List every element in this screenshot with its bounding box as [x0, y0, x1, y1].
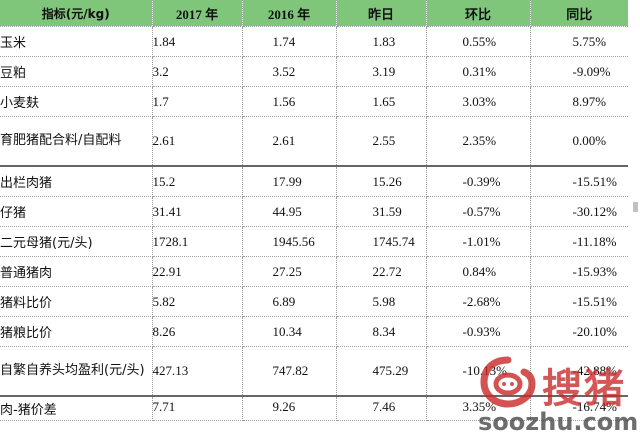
- value-2016: 10.34: [242, 316, 337, 347]
- value-2017: 3.2: [152, 56, 243, 87]
- scrollbar-marker: [633, 202, 638, 212]
- price-table: 指标(元/kg) 2017 年 2016 年 昨日 环比 同比 玉米 1.84 …: [0, 0, 628, 421]
- value-yoy: -11.18%: [530, 226, 628, 257]
- value-mom: 3.35%: [426, 396, 531, 421]
- value-2017: 1.7: [152, 86, 243, 117]
- value-2016: 27.25: [242, 256, 337, 287]
- value-yoy: -42.88%: [530, 346, 628, 397]
- value-2017: 1.84: [152, 26, 243, 57]
- indicator-name: 豆粕: [0, 56, 153, 87]
- indicator-name: 猪粮比价: [0, 316, 153, 347]
- value-mom: -0.39%: [426, 166, 531, 197]
- value-2016: 3.52: [242, 56, 337, 87]
- value-2016: 747.82: [242, 346, 337, 397]
- value-2017: 427.13: [152, 346, 243, 397]
- value-mom: -0.57%: [426, 196, 531, 227]
- indicator-name: 自繁自养头均盈利(元/头): [0, 346, 153, 397]
- value-2016: 1.56: [242, 86, 337, 117]
- value-yoy: -20.10%: [530, 316, 628, 347]
- value-mom: -1.01%: [426, 226, 531, 257]
- value-2017: 8.26: [152, 316, 243, 347]
- value-2016: 6.89: [242, 286, 337, 317]
- value-yesterday: 8.34: [336, 316, 427, 347]
- value-mom: -10.13%: [426, 346, 531, 397]
- value-yesterday: 2.55: [336, 116, 427, 167]
- value-2017: 22.91: [152, 256, 243, 287]
- table-row: 玉米 1.84 1.74 1.83 0.55% 5.75%: [0, 26, 628, 57]
- value-mom: 3.03%: [426, 86, 531, 117]
- table-row: 小麦麸 1.7 1.56 1.65 3.03% 8.97%: [0, 86, 628, 117]
- indicator-name: 育肥猪配合料/自配料: [0, 116, 153, 167]
- column-header-yoy: 同比: [530, 0, 628, 27]
- value-yoy: -15.51%: [530, 166, 628, 197]
- indicator-name: 普通猪肉: [0, 256, 153, 287]
- value-2017: 1728.1: [152, 226, 243, 257]
- table-row: 育肥猪配合料/自配料 2.61 2.61 2.55 2.35% 0.00%: [0, 116, 628, 167]
- table-header-row: 指标(元/kg) 2017 年 2016 年 昨日 环比 同比: [0, 0, 628, 27]
- value-yoy: -30.12%: [530, 196, 628, 227]
- value-2017: 2.61: [152, 116, 243, 167]
- value-yoy: 0.00%: [530, 116, 628, 167]
- table-row: 普通猪肉 22.91 27.25 22.72 0.84% -15.93%: [0, 256, 628, 287]
- indicator-name: 肉-猪价差: [0, 396, 153, 421]
- indicator-name: 二元母猪(元/头): [0, 226, 153, 257]
- value-yesterday: 1.65: [336, 86, 427, 117]
- value-mom: 0.55%: [426, 26, 531, 57]
- table-row: 豆粕 3.2 3.52 3.19 0.31% -9.09%: [0, 56, 628, 87]
- value-yesterday: 7.46: [336, 396, 427, 421]
- table-row: 肉-猪价差 7.71 9.26 7.46 3.35% -16.74%: [0, 396, 628, 421]
- value-yoy: 8.97%: [530, 86, 628, 117]
- value-2016: 1.74: [242, 26, 337, 57]
- value-yoy: -15.51%: [530, 286, 628, 317]
- table-row: 出栏肉猪 15.2 17.99 15.26 -0.39% -15.51%: [0, 166, 628, 197]
- indicator-name: 仔猪: [0, 196, 153, 227]
- value-2016: 2.61: [242, 116, 337, 167]
- table-row: 仔猪 31.41 44.95 31.59 -0.57% -30.12%: [0, 196, 628, 227]
- value-2016: 44.95: [242, 196, 337, 227]
- value-2016: 9.26: [242, 396, 337, 421]
- value-yoy: -15.93%: [530, 256, 628, 287]
- indicator-name: 小麦麸: [0, 86, 153, 117]
- column-header-indicator: 指标(元/kg): [0, 0, 153, 27]
- value-2017: 5.82: [152, 286, 243, 317]
- table-row: 猪料比价 5.82 6.89 5.98 -2.68% -15.51%: [0, 286, 628, 317]
- column-header-mom: 环比: [426, 0, 531, 27]
- value-yesterday: 3.19: [336, 56, 427, 87]
- value-yesterday: 22.72: [336, 256, 427, 287]
- value-yoy: 5.75%: [530, 26, 628, 57]
- value-yoy: -16.74%: [530, 396, 628, 421]
- indicator-name: 猪料比价: [0, 286, 153, 317]
- column-header-2017: 2017 年: [152, 0, 243, 27]
- column-header-2016: 2016 年: [242, 0, 337, 27]
- value-yesterday: 31.59: [336, 196, 427, 227]
- value-yesterday: 15.26: [336, 166, 427, 197]
- value-mom: 0.31%: [426, 56, 531, 87]
- table-row: 猪粮比价 8.26 10.34 8.34 -0.93% -20.10%: [0, 316, 628, 347]
- value-yesterday: 5.98: [336, 286, 427, 317]
- value-mom: 0.84%: [426, 256, 531, 287]
- value-mom: -2.68%: [426, 286, 531, 317]
- value-mom: 2.35%: [426, 116, 531, 167]
- value-yesterday: 475.29: [336, 346, 427, 397]
- value-2017: 7.71: [152, 396, 243, 421]
- indicator-name: 出栏肉猪: [0, 166, 153, 197]
- value-2017: 15.2: [152, 166, 243, 197]
- value-mom: -0.93%: [426, 316, 531, 347]
- value-yesterday: 1.83: [336, 26, 427, 57]
- value-2017: 31.41: [152, 196, 243, 227]
- value-yoy: -9.09%: [530, 56, 628, 87]
- column-header-yesterday: 昨日: [336, 0, 427, 27]
- value-2016: 17.99: [242, 166, 337, 197]
- value-yesterday: 1745.74: [336, 226, 427, 257]
- indicator-name: 玉米: [0, 26, 153, 57]
- table-row: 自繁自养头均盈利(元/头) 427.13 747.82 475.29 -10.1…: [0, 346, 628, 397]
- value-2016: 1945.56: [242, 226, 337, 257]
- table-row: 二元母猪(元/头) 1728.1 1945.56 1745.74 -1.01% …: [0, 226, 628, 257]
